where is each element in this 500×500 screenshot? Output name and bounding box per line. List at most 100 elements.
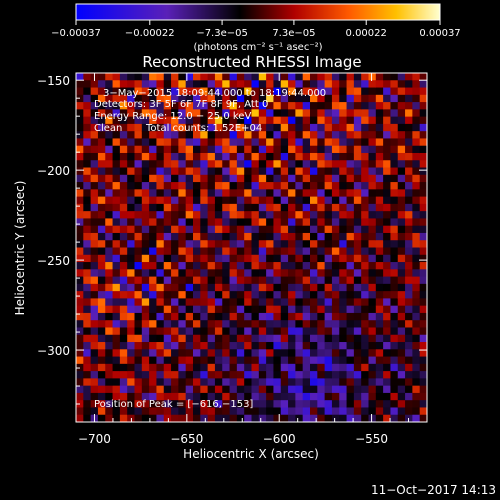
heatmap-cell: [353, 254, 362, 263]
heatmap-cell: [229, 116, 238, 125]
heatmap-cell: [419, 342, 427, 350]
heatmap-cell: [127, 174, 135, 183]
heatmap-cell: [405, 385, 413, 394]
heatmap-cell: [244, 182, 252, 190]
heatmap-cell: [412, 73, 421, 81]
colorbar-tick-label: −0.00022: [125, 28, 175, 39]
heatmap-cell: [229, 131, 238, 139]
heatmap-cell: [127, 356, 135, 365]
heatmap-cell: [229, 349, 238, 358]
heatmap-cell: [83, 94, 92, 103]
heatmap-cell: [331, 320, 340, 328]
heatmap-cells: [76, 73, 427, 422]
heatmap-cell: [83, 109, 92, 118]
heatmap-cell: [171, 109, 179, 118]
heatmap-cell: [361, 414, 369, 422]
heatmap-cell: [236, 283, 245, 292]
heatmap-cell: [317, 327, 326, 336]
heatmap-cell: [390, 363, 399, 372]
heatmap-cell: [251, 371, 260, 379]
heatmap-cell: [112, 189, 121, 198]
heatmap-cell: [178, 298, 187, 307]
heatmap-cell: [383, 182, 391, 190]
heatmap-cell: [288, 131, 296, 139]
heatmap-cell: [83, 102, 92, 110]
heatmap-cell: [346, 269, 355, 278]
heatmap-cell: [368, 269, 377, 278]
heatmap-cell: [185, 203, 194, 212]
heatmap-cell: [119, 145, 128, 154]
heatmap-cell: [405, 73, 413, 81]
heatmap-cell: [119, 73, 128, 81]
heatmap-cell: [222, 131, 231, 139]
heatmap-cell: [207, 291, 216, 299]
heatmap-cell: [397, 305, 406, 314]
heatmap-cell: [397, 109, 406, 118]
heatmap-cell: [244, 247, 252, 256]
heatmap-cell: [112, 196, 121, 205]
heatmap-cell: [258, 356, 267, 365]
heatmap-cell: [90, 182, 99, 190]
heatmap-cell: [200, 371, 209, 379]
heatmap-cell: [119, 356, 128, 365]
heatmap-cell: [368, 145, 377, 154]
heatmap-cell: [112, 356, 121, 365]
heatmap-cell: [90, 407, 99, 416]
heatmap-cell: [119, 138, 128, 147]
heatmap-cell: [244, 73, 252, 81]
heatmap-cell: [302, 400, 311, 408]
heatmap-cell: [178, 203, 187, 212]
heatmap-cell: [353, 356, 362, 365]
heatmap-cell: [346, 80, 355, 89]
heatmap-cell: [346, 131, 355, 139]
heatmap-cell: [324, 342, 333, 350]
heatmap-cell: [258, 189, 267, 198]
heatmap-cell: [207, 145, 216, 154]
heatmap-cell: [390, 327, 399, 336]
heatmap-cell: [163, 182, 172, 190]
heatmap-cell: [112, 203, 121, 212]
heatmap-cell: [324, 174, 333, 183]
heatmap-cell: [310, 269, 318, 278]
heatmap-cell: [390, 123, 399, 132]
heatmap-cell: [310, 109, 318, 118]
heatmap-cell: [229, 312, 238, 321]
heatmap-cell: [97, 385, 106, 394]
heatmap-cell: [214, 283, 223, 292]
heatmap-cell: [295, 334, 304, 343]
heatmap-cell: [331, 385, 340, 394]
heatmap-cell: [90, 225, 99, 234]
heatmap-cell: [127, 240, 135, 248]
heatmap-cell: [105, 312, 114, 321]
heatmap-cell: [368, 225, 377, 234]
heatmap-cell: [207, 414, 216, 422]
heatmap-cell: [353, 385, 362, 394]
heatmap-cell: [105, 94, 114, 103]
heatmap-cell: [76, 131, 84, 139]
heatmap-cell: [134, 378, 143, 387]
heatmap-cell: [383, 123, 391, 132]
heatmap-cell: [90, 342, 99, 350]
heatmap-cell: [361, 407, 369, 416]
heatmap-cell: [317, 109, 326, 118]
heatmap-cell: [258, 218, 267, 227]
heatmap-cell: [149, 349, 157, 358]
heatmap-cell: [214, 232, 223, 241]
heatmap-cell: [273, 363, 282, 372]
heatmap-cell: [76, 414, 84, 422]
heatmap-cell: [295, 327, 304, 336]
heatmap-cell: [127, 298, 135, 307]
heatmap-cell: [280, 392, 289, 401]
heatmap-cell: [141, 138, 150, 147]
axes: −700 −650 −600 −550−150−200−250−300: [37, 73, 428, 446]
heatmap-cell: [412, 312, 421, 321]
heatmap-cell: [83, 320, 92, 328]
heatmap-cell: [236, 225, 245, 234]
heatmap-cell: [280, 182, 289, 190]
heatmap-cell: [317, 123, 326, 132]
heatmap-cell: [324, 240, 333, 248]
heatmap-cell: [317, 305, 326, 314]
heatmap-cell: [419, 356, 427, 365]
heatmap-cell: [76, 80, 84, 89]
heatmap-cell: [266, 160, 274, 169]
